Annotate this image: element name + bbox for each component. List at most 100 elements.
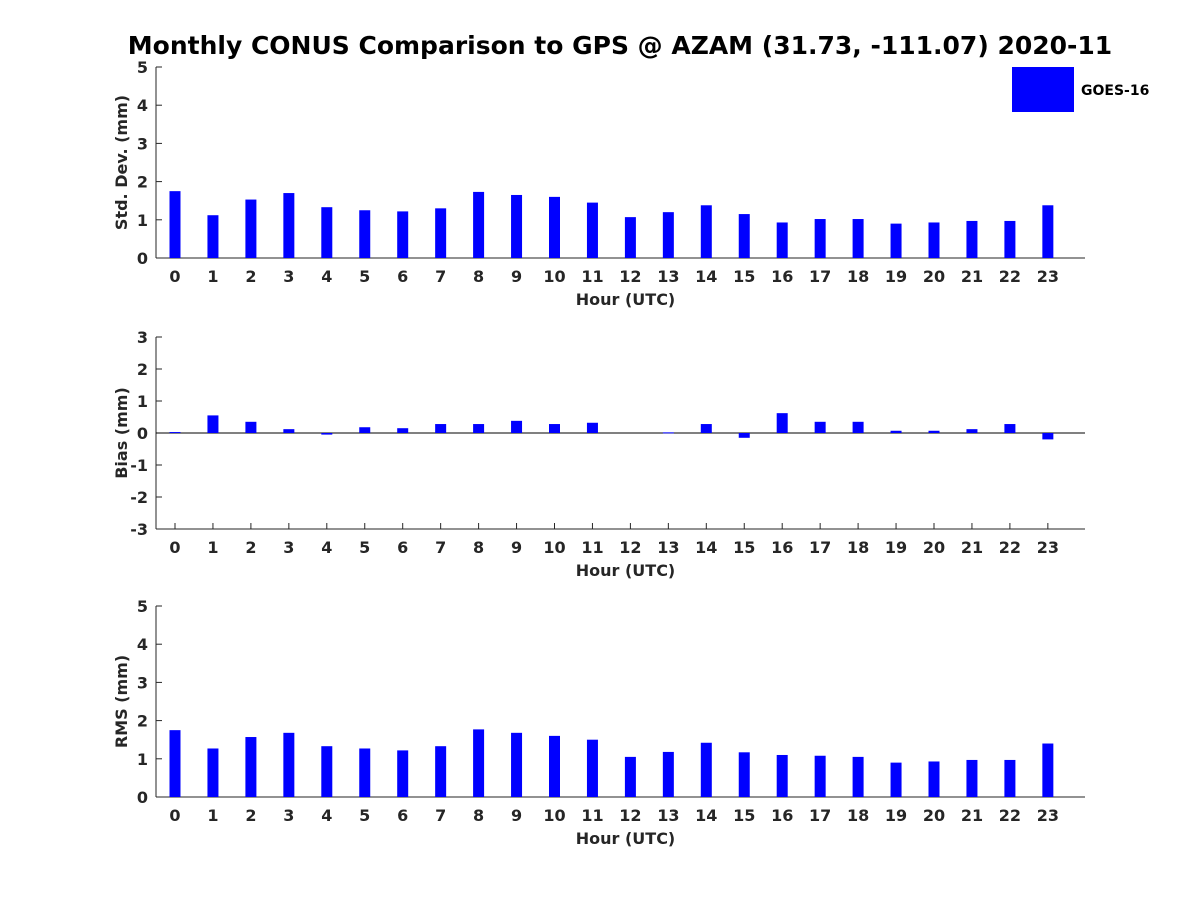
bias-bar-hour-23	[1042, 433, 1054, 440]
std-x-tick-label: 2	[245, 267, 256, 286]
rms-bar-hour-21	[966, 759, 978, 797]
bias-x-tick-label: 21	[961, 538, 983, 557]
rms-y-tick-label: 2	[137, 712, 148, 731]
bias-y-tick-label: -2	[130, 488, 148, 507]
rms-x-tick-label: 16	[771, 806, 793, 825]
bias-x-tick-label: 4	[321, 538, 332, 557]
bias-bar-hour-9	[511, 420, 523, 433]
bias-x-tick-label: 3	[283, 538, 294, 557]
std-y-tick-label: 1	[137, 211, 148, 230]
std-bar-hour-8	[473, 191, 485, 258]
rms-bar-hour-9	[511, 732, 523, 797]
rms-x-tick-label: 18	[847, 806, 869, 825]
bias-x-tick-label: 20	[923, 538, 945, 557]
bias-x-tick-label: 10	[543, 538, 565, 557]
bias-bar-hour-16	[776, 413, 788, 433]
std-y-label: Std. Dev. (mm)	[112, 95, 131, 230]
rms-bar-hour-14	[700, 742, 712, 797]
rms-x-tick-label: 17	[809, 806, 831, 825]
rms-bar-hour-20	[928, 761, 940, 797]
bias-x-tick-label: 11	[581, 538, 603, 557]
std-x-tick-label: 13	[657, 267, 679, 286]
rms-bar-hour-4	[321, 746, 333, 797]
std-bar-hour-22	[1004, 220, 1016, 258]
rms-x-tick-label: 9	[511, 806, 522, 825]
rms-y-tick-label: 4	[137, 635, 148, 654]
rms-x-tick-label: 15	[733, 806, 755, 825]
bias-y-tick-label: -3	[130, 520, 148, 539]
rms-bar-hour-19	[890, 762, 902, 797]
rms-y-tick-label: 0	[137, 788, 148, 807]
rms-x-tick-label: 8	[473, 806, 484, 825]
bias-x-tick-label: 15	[733, 538, 755, 557]
rms-x-tick-label: 13	[657, 806, 679, 825]
bias-x-tick-label: 19	[885, 538, 907, 557]
std-bar-hour-3	[283, 193, 295, 258]
bias-bar-hour-19	[890, 430, 902, 433]
std-x-tick-label: 3	[283, 267, 294, 286]
std-y-tick-label: 2	[137, 173, 148, 192]
bias-bar-hour-7	[435, 424, 447, 433]
legend-swatch	[1012, 67, 1074, 112]
legend-label: GOES-16	[1081, 83, 1149, 99]
rms-y-tick-label: 3	[137, 673, 148, 692]
rms-bar-hour-17	[814, 755, 826, 797]
bias-bar-hour-17	[814, 421, 826, 433]
std-bar-hour-14	[700, 205, 712, 258]
std-y-tick-label: 3	[137, 134, 148, 153]
bias-bar-hour-3	[283, 429, 295, 433]
bias-x-tick-label: 0	[169, 538, 180, 557]
bias-x-tick-label: 7	[435, 538, 446, 557]
std-x-tick-label: 0	[169, 267, 180, 286]
rms-bar-hour-12	[624, 756, 636, 797]
rms-bar-hour-1	[207, 748, 219, 797]
rms-bar-hour-22	[1004, 759, 1016, 797]
rms-bar-hour-7	[435, 746, 447, 797]
bias-bar-hour-8	[473, 424, 485, 433]
bias-bar-hour-15	[738, 433, 750, 438]
rms-bar-hour-10	[549, 735, 560, 797]
std-x-tick-label: 18	[847, 267, 869, 286]
rms-y-tick-label: 5	[137, 597, 148, 616]
std-bar-hour-9	[511, 194, 523, 258]
std-bar-hour-6	[397, 211, 409, 258]
legend: GOES-16	[1012, 67, 1149, 112]
std-y-tick-label: 4	[137, 96, 148, 115]
std-x-tick-label: 15	[733, 267, 755, 286]
std-bar-hour-15	[738, 214, 750, 258]
bias-y-tick-label: 0	[137, 424, 148, 443]
rms-bar-hour-23	[1042, 743, 1054, 797]
rms-x-tick-label: 22	[999, 806, 1021, 825]
rms-x-tick-label: 4	[321, 806, 332, 825]
std-bar-hour-23	[1042, 205, 1054, 258]
bias-x-tick-label: 9	[511, 538, 522, 557]
std-x-tick-label: 19	[885, 267, 907, 286]
std-bar-hour-17	[814, 219, 826, 258]
std-bar-hour-1	[207, 215, 219, 258]
std-bar-hour-21	[966, 220, 978, 258]
std-bar-hour-0	[169, 191, 181, 258]
rms-x-tick-label: 1	[207, 806, 218, 825]
rms-x-tick-label: 14	[695, 806, 717, 825]
bias-bar-hour-21	[966, 429, 978, 433]
rms-x-label: Hour (UTC)	[576, 829, 676, 848]
bias-x-tick-label: 13	[657, 538, 679, 557]
rms-x-tick-label: 10	[543, 806, 565, 825]
std-x-tick-label: 20	[923, 267, 945, 286]
std-x-tick-label: 9	[511, 267, 522, 286]
std-bar-hour-12	[624, 217, 636, 258]
bias-bar-hour-4	[321, 433, 333, 435]
std-bar-hour-16	[776, 222, 788, 258]
rms-x-tick-label: 11	[581, 806, 603, 825]
bias-bar-hour-20	[928, 430, 940, 433]
std-bar-hour-11	[586, 202, 598, 258]
std-x-label: Hour (UTC)	[576, 290, 676, 309]
std-x-tick-label: 11	[581, 267, 603, 286]
bias-x-label: Hour (UTC)	[576, 561, 676, 580]
bias-bar-hour-11	[586, 422, 598, 433]
bias-x-tick-label: 22	[999, 538, 1021, 557]
std-y-tick-label: 0	[137, 249, 148, 268]
rms-x-tick-label: 19	[885, 806, 907, 825]
rms-x-tick-label: 7	[435, 806, 446, 825]
